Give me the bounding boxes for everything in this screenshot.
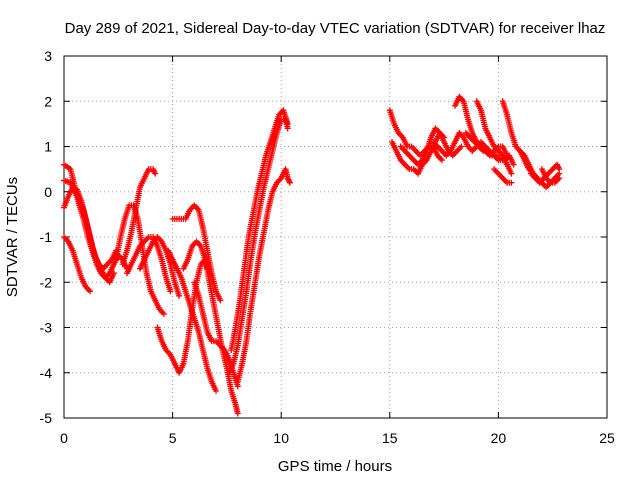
x-axis-label: GPS time / hours	[278, 458, 392, 475]
series-track-22	[462, 129, 517, 168]
x-tick-label: 10	[273, 430, 289, 446]
data-point	[176, 292, 183, 299]
series-track-11	[169, 202, 224, 304]
y-tick-label: 1	[44, 139, 52, 155]
data-point	[167, 288, 174, 295]
data-point	[87, 288, 94, 295]
series-track-14	[226, 116, 291, 376]
y-tick-label: -5	[40, 410, 53, 426]
series-track-28	[538, 166, 563, 186]
x-tick-label: 15	[382, 430, 398, 446]
series-track-23	[473, 98, 515, 177]
data-point	[284, 120, 291, 127]
data-points	[61, 93, 563, 417]
series-track-10	[165, 247, 220, 394]
data-point	[217, 297, 224, 304]
axis-ticks	[63, 55, 608, 419]
x-tick-label: 20	[491, 430, 507, 446]
y-tick-label: -2	[40, 274, 53, 290]
series-track-12	[180, 238, 241, 417]
data-point	[286, 179, 293, 186]
x-tick-label: 0	[60, 430, 68, 446]
data-point	[458, 143, 465, 150]
data-point	[556, 175, 563, 182]
x-tick-label: 25	[599, 430, 615, 446]
data-point	[508, 170, 515, 177]
series-track-19	[397, 125, 465, 168]
y-tick-label: -3	[40, 320, 53, 336]
chart-title: Day 289 of 2021, Sidereal Day-to-day VTE…	[65, 20, 606, 37]
grid	[64, 56, 607, 418]
data-point	[438, 157, 445, 164]
plot-frame	[63, 55, 608, 419]
data-point	[152, 170, 159, 177]
series-track-5	[113, 202, 167, 317]
series-track-15	[228, 107, 291, 354]
series-track-6	[119, 166, 159, 268]
y-tick-label: 2	[44, 93, 52, 109]
data-point	[234, 410, 241, 417]
series-track-25	[491, 166, 515, 186]
plot-border	[63, 55, 608, 419]
series-track-4	[61, 234, 94, 295]
series-track-16	[234, 166, 293, 385]
y-axis-label: SDTVAR / TECUs	[4, 177, 21, 297]
x-tick-label: 5	[169, 430, 177, 446]
y-tick-label: 3	[44, 48, 52, 64]
data-point	[213, 387, 220, 394]
y-tick-label: -4	[40, 365, 53, 381]
data-point	[110, 270, 117, 277]
y-tick-labels: -5 -4 -3 -2 -1 0 1 2 3	[40, 48, 53, 426]
data-point	[160, 310, 167, 317]
data-point	[556, 166, 563, 173]
series-track-3	[61, 184, 120, 272]
y-tick-label: -1	[40, 229, 53, 245]
x-tick-labels: 0 5 10 15 20 25	[60, 430, 615, 446]
data-point	[510, 161, 517, 168]
data-point	[508, 179, 515, 186]
y-tick-label: 0	[44, 184, 52, 200]
